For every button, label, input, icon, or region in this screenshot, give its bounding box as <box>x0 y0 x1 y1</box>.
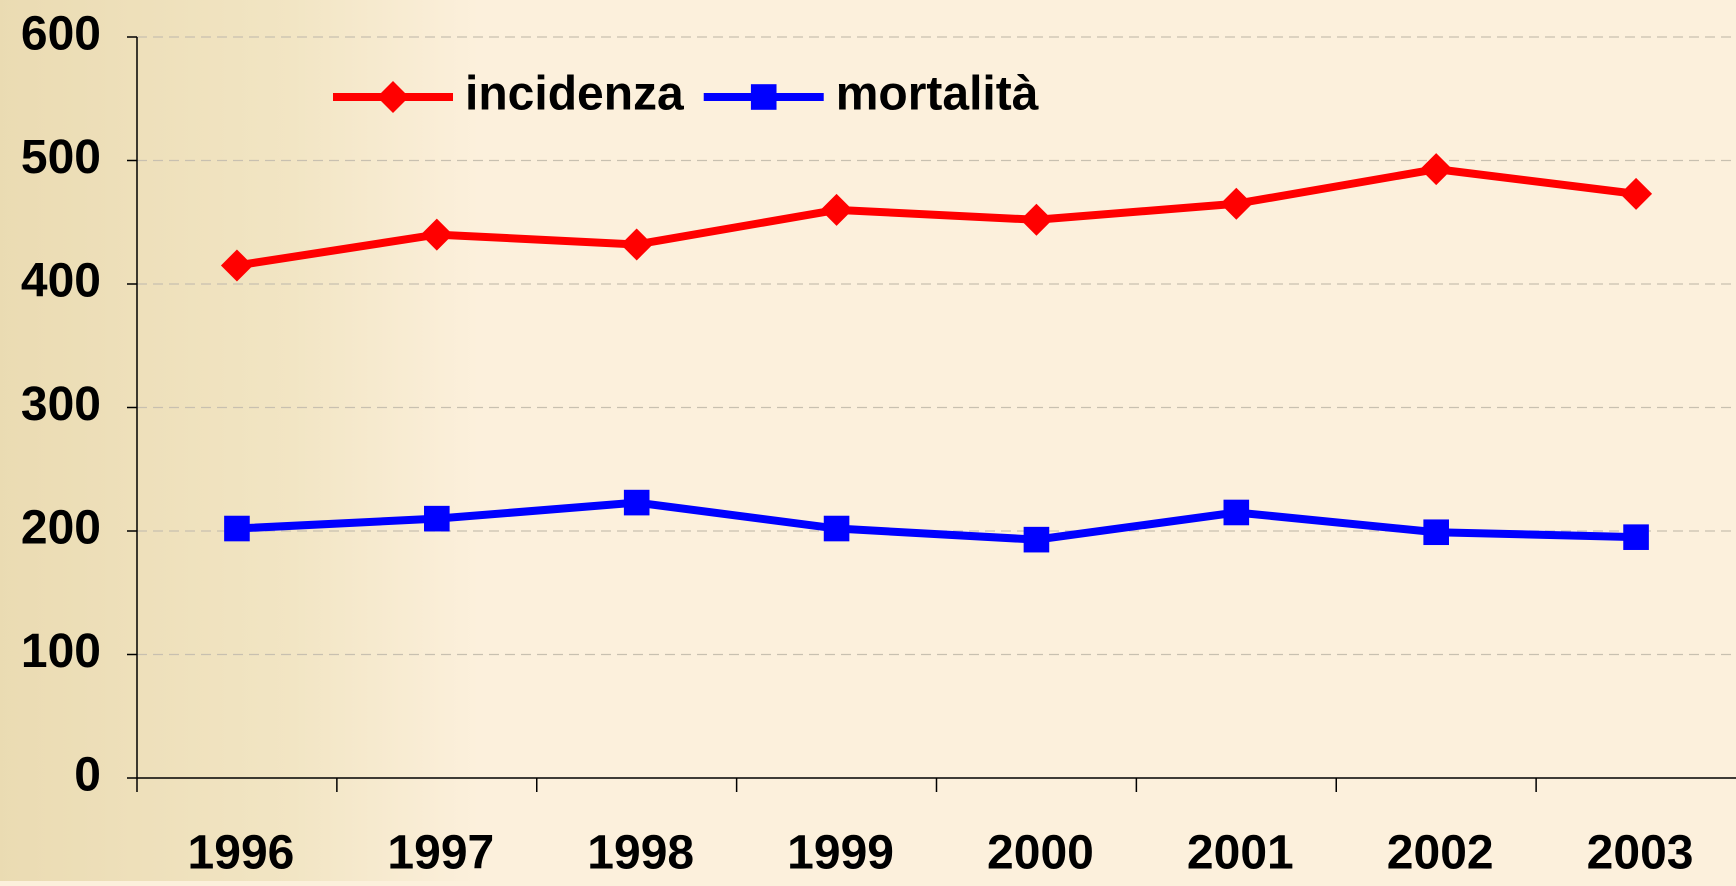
page: 0 100 200 300 400 500 600 1996 1997 1998 1999 2000 2… <box>0 0 1736 881</box>
x-tick-label: 2001 <box>1187 827 1294 880</box>
data-point <box>624 490 650 516</box>
y-tick-label: 400 <box>21 255 101 308</box>
chart: 0 100 200 300 400 500 600 1996 1997 1998 1999 2000 2… <box>0 0 1736 881</box>
data-point <box>1224 500 1250 526</box>
y-tick-label: 600 <box>21 8 101 61</box>
legend-label: incidenza <box>465 68 684 121</box>
legend-marker <box>751 84 777 110</box>
y-tick-label: 300 <box>21 378 101 431</box>
x-tick-label: 1998 <box>587 827 694 880</box>
y-tick-label: 0 <box>74 749 101 802</box>
y-tick-label: 200 <box>21 502 101 555</box>
y-tick-label: 500 <box>21 131 101 184</box>
data-point <box>824 516 850 542</box>
data-point <box>424 506 450 532</box>
data-point <box>1623 524 1649 550</box>
data-point <box>1423 519 1449 545</box>
x-tick-label: 1997 <box>387 827 494 880</box>
x-tick-label: 2003 <box>1587 827 1694 880</box>
data-point <box>224 516 250 542</box>
data-point <box>1024 527 1050 553</box>
x-tick-label: 2002 <box>1387 827 1494 880</box>
x-tick-label: 1999 <box>787 827 894 880</box>
y-tick-label: 100 <box>21 625 101 678</box>
x-tick-label: 2000 <box>987 827 1094 880</box>
x-tick-label: 1996 <box>188 827 295 880</box>
legend-label: mortalità <box>836 68 1039 121</box>
